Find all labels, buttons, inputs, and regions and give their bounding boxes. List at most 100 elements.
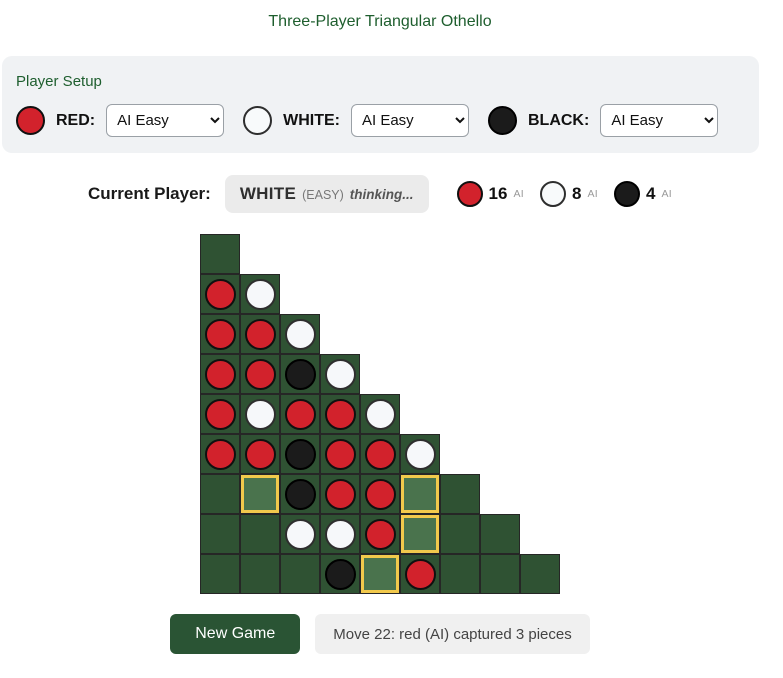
current-player-row: Current Player: WHITE (EASY) thinking...… bbox=[0, 175, 760, 213]
board-row-4 bbox=[200, 394, 560, 434]
player-setup-heading: Player Setup bbox=[16, 73, 102, 90]
white-ai-select[interactable]: AI Easy bbox=[350, 104, 469, 137]
move-status-message: Move 22: red (AI) captured 3 pieces bbox=[315, 614, 590, 654]
board-cell[interactable] bbox=[200, 354, 240, 394]
red-piece bbox=[244, 318, 276, 350]
board-cell[interactable] bbox=[400, 554, 440, 594]
board-cell[interactable] bbox=[200, 554, 240, 594]
red-piece bbox=[244, 438, 276, 470]
white-score-ai-tag: AI bbox=[587, 188, 598, 200]
red-piece bbox=[404, 558, 436, 590]
player-config-black: BLACK: AI Easy bbox=[487, 104, 719, 137]
black-score-count: 4 bbox=[646, 184, 656, 203]
red-piece bbox=[364, 518, 396, 550]
board-cell[interactable] bbox=[240, 514, 280, 554]
white-score-count: 8 bbox=[572, 184, 582, 203]
board-cell[interactable] bbox=[320, 554, 360, 594]
board-cell-legal-move[interactable] bbox=[400, 474, 440, 514]
board-cell[interactable] bbox=[200, 234, 240, 274]
red-piece bbox=[204, 318, 236, 350]
board-cell[interactable] bbox=[200, 434, 240, 474]
board-row-7 bbox=[200, 514, 560, 554]
white-piece bbox=[324, 358, 356, 390]
board-row-5 bbox=[200, 434, 560, 474]
black-piece bbox=[324, 558, 356, 590]
board-cell[interactable] bbox=[280, 314, 320, 354]
board-cell[interactable] bbox=[320, 394, 360, 434]
black-ai-select[interactable]: AI Easy bbox=[600, 104, 719, 137]
board-cell[interactable] bbox=[360, 514, 400, 554]
board-cell[interactable] bbox=[280, 514, 320, 554]
board-cell[interactable] bbox=[200, 394, 240, 434]
board-cell[interactable] bbox=[200, 474, 240, 514]
board-cell[interactable] bbox=[240, 274, 280, 314]
new-game-button[interactable]: New Game bbox=[170, 614, 301, 654]
board-cell[interactable] bbox=[320, 474, 360, 514]
board-cell[interactable] bbox=[280, 474, 320, 514]
turn-indicator: WHITE (EASY) thinking... bbox=[224, 175, 429, 213]
board-cell[interactable] bbox=[480, 514, 520, 554]
board-row-1 bbox=[200, 274, 560, 314]
board-cell-legal-move[interactable] bbox=[240, 474, 280, 514]
red-player-disc bbox=[16, 106, 45, 135]
white-piece bbox=[284, 318, 316, 350]
board-cell[interactable] bbox=[240, 394, 280, 434]
board-cell[interactable] bbox=[280, 434, 320, 474]
board-cell[interactable] bbox=[520, 554, 560, 594]
board-cell[interactable] bbox=[240, 354, 280, 394]
red-piece bbox=[244, 358, 276, 390]
red-ai-select[interactable]: AI Easy bbox=[106, 104, 225, 137]
white-piece bbox=[324, 518, 356, 550]
board-cell[interactable] bbox=[360, 394, 400, 434]
board-cell[interactable] bbox=[200, 314, 240, 354]
white-piece bbox=[364, 398, 396, 430]
board-cell[interactable] bbox=[480, 554, 520, 594]
board-cell[interactable] bbox=[320, 434, 360, 474]
board-cell-legal-move[interactable] bbox=[400, 514, 440, 554]
board-row-8 bbox=[200, 554, 560, 594]
board-cell[interactable] bbox=[320, 514, 360, 554]
turn-player-name: WHITE bbox=[239, 184, 297, 203]
board-cell[interactable] bbox=[240, 314, 280, 354]
board-cell[interactable] bbox=[320, 354, 360, 394]
red-piece bbox=[284, 398, 316, 430]
board-cell[interactable] bbox=[360, 474, 400, 514]
red-piece bbox=[324, 478, 356, 510]
red-piece bbox=[324, 438, 356, 470]
board-cell[interactable] bbox=[240, 434, 280, 474]
black-piece bbox=[284, 438, 316, 470]
board-cell[interactable] bbox=[200, 274, 240, 314]
board-cell[interactable] bbox=[360, 434, 400, 474]
black-score: 4 AI bbox=[614, 181, 672, 207]
player-setup-panel: Player Setup RED: AI Easy WHITE: AI Easy BLA… bbox=[2, 56, 759, 153]
score-board: 16 AI 8 AI 4 AI bbox=[456, 181, 672, 207]
player-config-red: RED: AI Easy bbox=[16, 104, 225, 137]
red-piece bbox=[364, 438, 396, 470]
red-score-disc bbox=[456, 181, 483, 207]
board-cell[interactable] bbox=[440, 514, 480, 554]
black-piece bbox=[284, 478, 316, 510]
white-piece bbox=[404, 438, 436, 470]
red-piece bbox=[324, 398, 356, 430]
black-player-disc bbox=[487, 106, 517, 135]
black-piece bbox=[284, 358, 316, 390]
board-cell-legal-move[interactable] bbox=[360, 554, 400, 594]
board-row-3 bbox=[200, 354, 560, 394]
red-score-count: 16 bbox=[488, 184, 508, 203]
red-piece bbox=[204, 358, 236, 390]
board-cell[interactable] bbox=[280, 394, 320, 434]
board-cell[interactable] bbox=[400, 434, 440, 474]
board-cell[interactable] bbox=[280, 354, 320, 394]
black-player-label: BLACK: bbox=[527, 111, 590, 129]
controls-row: New Game Move 22: red (AI) captured 3 pi… bbox=[0, 614, 760, 654]
board-row-2 bbox=[200, 314, 560, 354]
board-cell[interactable] bbox=[440, 474, 480, 514]
board-cell[interactable] bbox=[280, 554, 320, 594]
board-cell[interactable] bbox=[240, 554, 280, 594]
page-title: Three-Player Triangular Othello bbox=[268, 13, 492, 30]
app-page: Three-Player Triangular Othello Player S… bbox=[0, 13, 760, 654]
board-cell[interactable] bbox=[440, 554, 480, 594]
board-cell[interactable] bbox=[200, 514, 240, 554]
current-player-label: Current Player: bbox=[88, 184, 211, 203]
white-score-disc bbox=[540, 181, 566, 207]
